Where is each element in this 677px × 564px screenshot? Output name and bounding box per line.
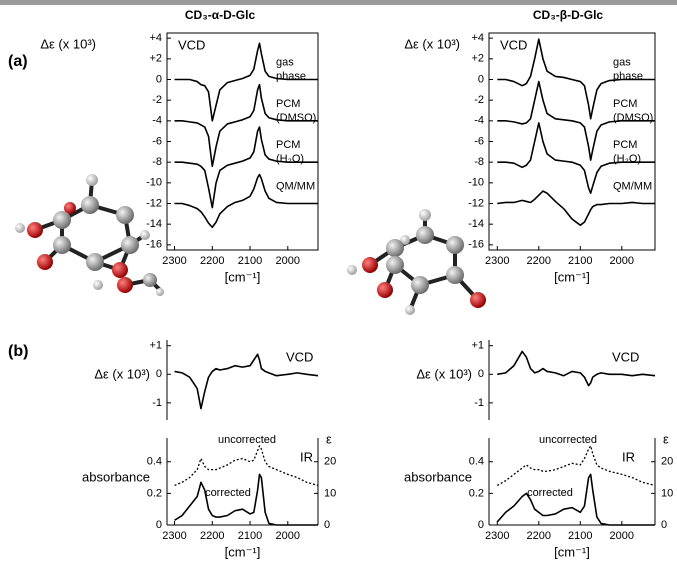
series-label: PCM (H₂O) <box>276 139 304 165</box>
x-tick-label: 2100 <box>238 530 262 542</box>
annotation: IR <box>622 449 635 464</box>
column-title: CD₃-β-D-Glc <box>533 8 604 22</box>
y-tick-label: -12 <box>468 197 484 209</box>
series-label: PCM (DMSO) <box>276 98 316 124</box>
y-tick-label: -1 <box>474 397 484 409</box>
y-tick-label: +4 <box>149 32 162 44</box>
y-tick-label: 0.4 <box>147 456 162 468</box>
y-tick-label: +2 <box>149 53 162 65</box>
y-tick-label: -12 <box>146 197 162 209</box>
molecule-beta <box>347 209 486 315</box>
y-tick-label: 0 <box>478 368 484 380</box>
x-tick-label: 2300 <box>162 530 186 542</box>
x-tick-label: 2100 <box>238 255 262 267</box>
y-tick-label: +1 <box>149 340 162 352</box>
annotation: VCD <box>612 349 639 364</box>
y-tick-label: 0.2 <box>469 487 484 499</box>
y-tick-label: 0 <box>156 368 162 380</box>
x-axis-label: [cm⁻¹] <box>225 544 261 559</box>
y-tick-label: -16 <box>146 239 162 251</box>
y-tick-label: -6 <box>474 135 484 147</box>
series-label: QM/MM <box>276 180 315 192</box>
series-label: uncorrected <box>539 434 597 446</box>
series-label: corrected <box>205 487 251 499</box>
x-tick-label: 2000 <box>276 255 300 267</box>
series-label: QM/MM <box>613 180 652 192</box>
series-label: PCM (H₂O) <box>613 139 641 165</box>
x-tick-label: 2200 <box>527 255 551 267</box>
y2-tick-label: 10 <box>324 487 336 499</box>
y-tick-label: -16 <box>468 239 484 251</box>
y-tick-label: -8 <box>474 156 484 168</box>
top-rule <box>0 0 677 5</box>
y-tick-label: 0.2 <box>147 487 162 499</box>
y-tick-label: 0 <box>478 73 484 85</box>
y-tick-label: +4 <box>471 32 484 44</box>
x-tick-label: 2000 <box>276 530 300 542</box>
y-axis-label: absorbance <box>404 469 472 484</box>
x-axis-label: [cm⁻¹] <box>225 269 261 284</box>
x-tick-label: 2300 <box>162 255 186 267</box>
y-axis-label: absorbance <box>82 469 150 484</box>
y-tick-label: -10 <box>468 177 484 189</box>
annotation: VCD <box>286 349 313 364</box>
y-tick-label: 0 <box>156 73 162 85</box>
figure: CD₃-α-D-Glc (a) Δε (x 10³) VCD +4 +2 0 -2 -4 -6 -8… <box>0 0 677 564</box>
y-tick-label: 0.4 <box>469 456 484 468</box>
y-tick-label: -4 <box>474 115 484 127</box>
y-tick-label: -10 <box>146 177 162 189</box>
y2-axis-label: ε <box>326 431 332 446</box>
spectrum-line <box>497 191 655 225</box>
panel-label: (b) <box>8 343 28 360</box>
series-label: gas phase <box>613 56 643 82</box>
x-axis-label: [cm⁻¹] <box>554 269 590 284</box>
y-axis-label: Δε (x 10³) <box>404 36 460 51</box>
x-tick-label: 2200 <box>200 255 224 267</box>
y-tick-label: -2 <box>152 94 162 106</box>
y-tick-label: -14 <box>468 218 484 230</box>
annotation: VCD <box>178 37 205 52</box>
y2-tick-label: 0 <box>661 519 667 531</box>
x-tick-label: 2100 <box>568 530 592 542</box>
y-tick-label: +1 <box>471 340 484 352</box>
annotation: VCD <box>500 37 527 52</box>
y-tick-label: 0 <box>478 519 484 531</box>
y-tick-label: -1 <box>152 397 162 409</box>
y-axis-label: Δε (x 10³) <box>94 366 150 381</box>
y2-tick-label: 10 <box>661 487 673 499</box>
series-label: uncorrected <box>218 434 276 446</box>
x-axis-label: [cm⁻¹] <box>554 544 590 559</box>
y-tick-label: 0 <box>156 519 162 531</box>
x-tick-label: 2100 <box>568 255 592 267</box>
y2-tick-label: 20 <box>324 456 336 468</box>
y2-tick-label: 20 <box>661 456 673 468</box>
x-tick-label: 2200 <box>200 530 224 542</box>
x-tick-label: 2200 <box>527 530 551 542</box>
y-tick-label: -8 <box>152 156 162 168</box>
y-axis-label: Δε (x 10³) <box>40 36 96 51</box>
y2-axis-label: ε <box>663 431 669 446</box>
annotation: IR <box>300 449 313 464</box>
x-tick-label: 2300 <box>485 255 509 267</box>
x-tick-label: 2300 <box>485 530 509 542</box>
series-label: corrected <box>527 487 573 499</box>
column-title: CD₃-α-D-Glc <box>185 8 256 22</box>
spectrum-line <box>497 474 655 525</box>
y-tick-label: -4 <box>152 115 162 127</box>
y-tick-label: +2 <box>471 53 484 65</box>
y-tick-label: -14 <box>146 218 162 230</box>
spectrum-line <box>175 446 318 486</box>
series-label: PCM (DMSO) <box>613 98 653 124</box>
y-tick-label: -2 <box>474 94 484 106</box>
y-tick-label: -6 <box>152 135 162 147</box>
series-label: gas phase <box>276 56 306 82</box>
spectrum-line <box>175 474 318 525</box>
panel-label: (a) <box>8 53 28 70</box>
y-axis-label: Δε (x 10³) <box>416 366 472 381</box>
x-tick-label: 2000 <box>610 255 634 267</box>
x-tick-label: 2000 <box>610 530 634 542</box>
molecule-alpha <box>15 174 164 296</box>
y2-tick-label: 0 <box>324 519 330 531</box>
